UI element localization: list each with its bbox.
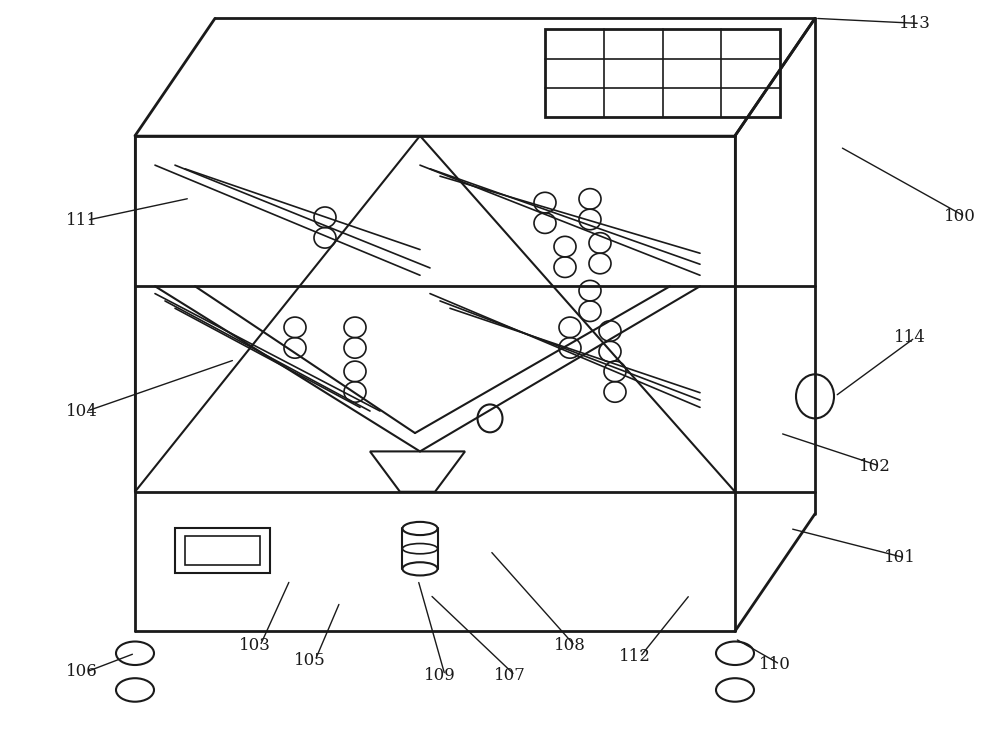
Text: 105: 105 [294, 652, 326, 669]
Text: 103: 103 [239, 637, 271, 655]
Ellipse shape [402, 562, 438, 575]
Text: 106: 106 [66, 663, 98, 680]
Text: 107: 107 [494, 666, 526, 684]
Text: 110: 110 [759, 655, 791, 673]
Bar [185, 536, 260, 565]
Text: 108: 108 [554, 637, 586, 655]
Text: 111: 111 [66, 211, 98, 229]
Bar [175, 528, 270, 573]
Text: 114: 114 [894, 329, 926, 346]
Text: 101: 101 [884, 549, 916, 567]
Text: 109: 109 [424, 666, 456, 684]
Ellipse shape [402, 522, 438, 535]
Text: 100: 100 [944, 208, 976, 225]
Text: 102: 102 [859, 457, 891, 475]
Text: 104: 104 [66, 402, 98, 420]
Text: 112: 112 [619, 648, 651, 666]
Text: 113: 113 [899, 15, 931, 32]
